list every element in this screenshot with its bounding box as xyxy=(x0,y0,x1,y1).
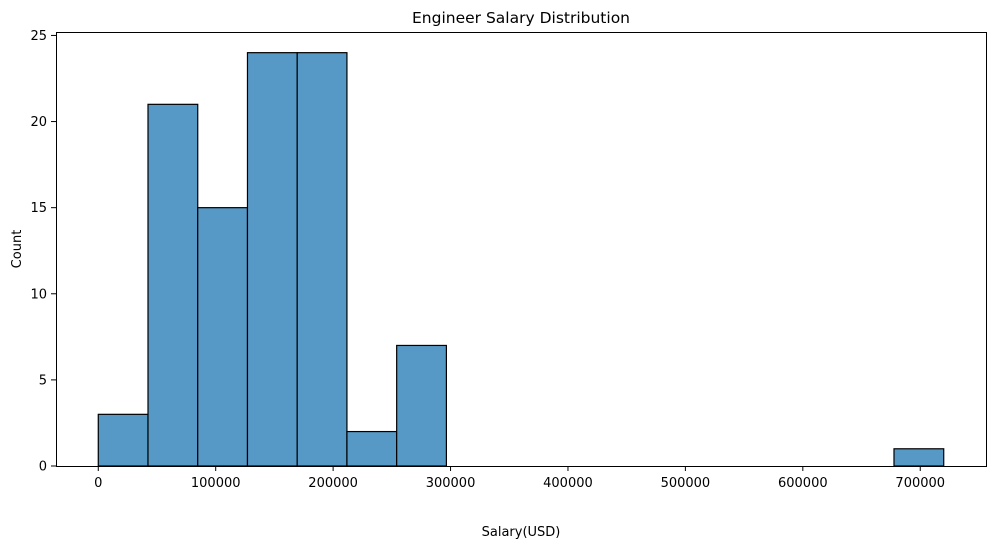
histogram-bar-0 xyxy=(97,413,149,467)
chart-title: Engineer Salary Distribution xyxy=(412,9,630,27)
x-tick-label: 300000 xyxy=(426,476,476,491)
histogram-bar-16 xyxy=(893,448,945,467)
y-tick-label: 15 xyxy=(30,201,47,216)
x-tick-label: 100000 xyxy=(191,476,241,491)
plot-frame xyxy=(56,32,987,467)
x-tick-label: 500000 xyxy=(661,476,711,491)
x-axis-label: Salary(USD) xyxy=(482,525,561,540)
histogram-bar-5 xyxy=(346,430,398,467)
x-tick-label: 400000 xyxy=(543,476,593,491)
histogram-bar-4 xyxy=(296,52,348,467)
y-axis-label: Count xyxy=(10,230,25,269)
y-tick-label: 25 xyxy=(30,29,47,44)
x-tick-label: 700000 xyxy=(895,476,945,491)
x-axis-ticks: 0 100000 200000 300000 400000 500000 600000 700… xyxy=(94,466,945,491)
bars-group xyxy=(97,52,945,467)
y-axis-ticks: 0 5 10 15 20 25 xyxy=(30,29,56,475)
x-tick-label: 0 xyxy=(94,476,102,491)
y-tick-label: 10 xyxy=(30,287,47,302)
histogram-bar-6 xyxy=(396,344,448,467)
y-tick-label: 20 xyxy=(30,115,47,130)
y-tick-label: 0 xyxy=(39,460,47,475)
histogram-bar-2 xyxy=(197,207,249,467)
x-tick-label: 200000 xyxy=(308,476,358,491)
histogram-bar-1 xyxy=(147,103,199,467)
x-tick-label: 600000 xyxy=(778,476,828,491)
y-tick-label: 5 xyxy=(39,373,47,388)
histogram-bar-3 xyxy=(246,52,298,467)
